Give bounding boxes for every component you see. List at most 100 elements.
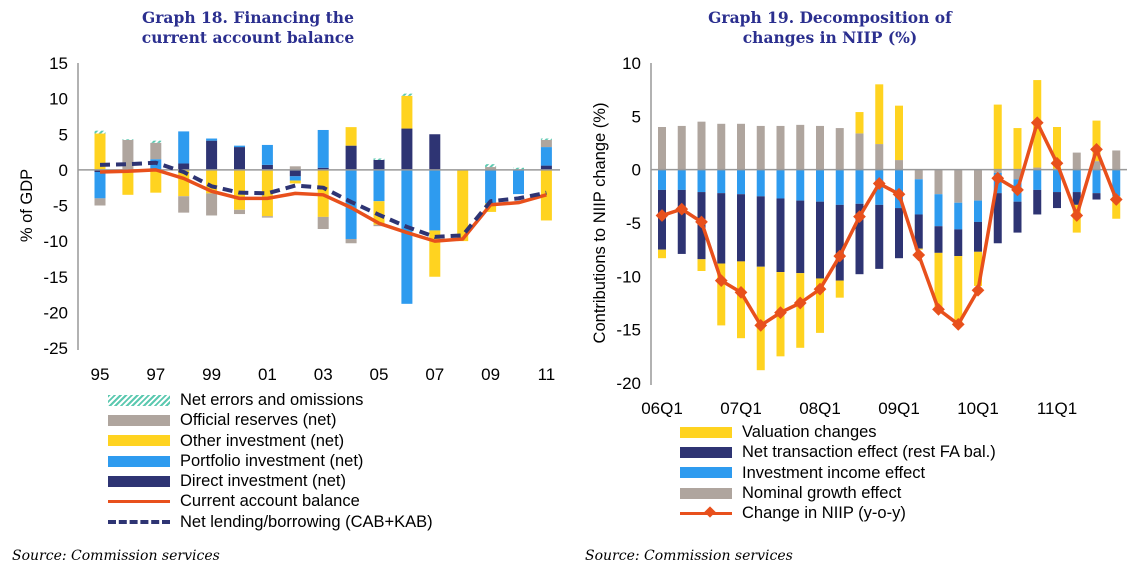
- bar-portfolio: [401, 169, 413, 304]
- bar-other: [816, 278, 824, 333]
- bar-direct: [1013, 201, 1022, 233]
- bar-direct: [776, 198, 785, 273]
- bar-other: [697, 259, 706, 271]
- bar-portfolio: [345, 169, 357, 239]
- bar-direct: [974, 221, 982, 252]
- legend-label: Net transaction effect (rest FA bal.): [742, 443, 996, 462]
- bar-reserves: [875, 144, 884, 170]
- bar-other: [717, 263, 726, 326]
- legend-swatch: [680, 446, 732, 458]
- bar-other: [401, 95, 413, 129]
- legend-swatch: [680, 487, 732, 499]
- legend-swatch: [680, 426, 732, 438]
- bar-reserves: [697, 121, 706, 170]
- bar-reserves: [816, 125, 824, 170]
- legend-item: Net errors and omissions: [108, 390, 433, 410]
- bar-direct: [1033, 189, 1042, 215]
- bar-direct: [717, 193, 726, 264]
- y-tick-label: -20: [616, 374, 641, 393]
- bar-portfolio: [1092, 169, 1101, 194]
- x-tick-label: 11: [538, 365, 556, 384]
- bar-other: [934, 252, 943, 310]
- bar-other: [206, 169, 218, 194]
- legend-label: Net lending/borrowing (CAB+KAB): [180, 512, 433, 531]
- bar-reserves: [776, 125, 785, 170]
- bar-reserves: [1072, 152, 1081, 170]
- y-axis-title: Contributions to NIIP change (%): [591, 103, 609, 344]
- bar-other: [178, 169, 190, 197]
- legend-swatch: [108, 394, 170, 406]
- bar-direct: [1053, 192, 1061, 209]
- bar-portfolio: [697, 169, 706, 193]
- line-cab: [99, 168, 547, 243]
- bar-portfolio: [289, 176, 301, 181]
- y-tick-label: -5: [53, 197, 68, 216]
- bar-other: [756, 266, 765, 371]
- bar-other: [457, 169, 469, 242]
- bar-reserves: [658, 127, 666, 170]
- legend-label: Official reserves (net): [180, 411, 337, 430]
- legend-label: Net errors and omissions: [180, 391, 364, 409]
- legend-item: Direct investment (net): [108, 471, 433, 491]
- bar-reserves: [122, 139, 134, 170]
- bar-portfolio: [914, 179, 923, 215]
- chart-title-right: Graph 19. Decomposition of changes in NI…: [708, 8, 952, 47]
- bar-errors: [122, 139, 134, 140]
- bar-reserves: [756, 125, 765, 170]
- y-tick-label: -25: [43, 339, 68, 358]
- x-tick-label: 07Q1: [720, 399, 762, 418]
- bar-portfolio: [540, 147, 552, 166]
- x-tick-label: 05: [370, 365, 389, 384]
- x-tick-label: 09: [481, 365, 500, 384]
- bar-other: [150, 169, 162, 193]
- legend-label: Other investment (net): [180, 431, 345, 450]
- legend-label: Investment income effect: [742, 463, 926, 482]
- x-tick-label: 06Q1: [641, 399, 683, 418]
- bar-direct: [756, 196, 765, 267]
- bar-other: [94, 133, 106, 170]
- legend-item: Official reserves (net): [108, 410, 433, 430]
- bar-portfolio: [513, 169, 524, 195]
- legend-label: Current account balance: [180, 492, 360, 511]
- legend-label: Valuation changes: [742, 423, 877, 441]
- y-tick-label: 5: [59, 125, 68, 144]
- y-axis-title: % of GDP: [18, 169, 36, 242]
- bar-errors: [401, 93, 413, 96]
- bar-reserves: [94, 198, 106, 206]
- bar-reserves: [206, 193, 218, 216]
- y-tick-label: -15: [43, 268, 68, 287]
- bar-other: [835, 280, 844, 298]
- y-tick-label: 15: [49, 54, 68, 73]
- legend-item: Nominal growth effect: [680, 483, 996, 503]
- bar-direct: [1092, 193, 1101, 200]
- bar-portfolio: [317, 129, 329, 168]
- bar-portfolio: [1072, 169, 1081, 193]
- bar-portfolio: [429, 169, 441, 231]
- legend-item: Investment income effect: [680, 463, 996, 483]
- bar-direct: [954, 229, 963, 257]
- diamond-marker-icon: [704, 506, 716, 518]
- bar-portfolio: [796, 169, 805, 201]
- line-marker: [1070, 209, 1084, 222]
- y-tick-label: -20: [43, 303, 68, 322]
- bar-other: [1112, 196, 1121, 219]
- bar-portfolio: [485, 169, 497, 204]
- bar-other: [429, 230, 441, 277]
- bar-portfolio: [373, 169, 385, 202]
- line-marker: [1109, 193, 1123, 206]
- bar-reserves: [317, 216, 329, 230]
- bar-portfolio: [1033, 169, 1042, 190]
- bar-reserves: [373, 224, 385, 227]
- bar-reserves: [974, 169, 982, 201]
- bar-portfolio: [1112, 169, 1121, 197]
- bar-portfolio: [206, 138, 218, 141]
- bar-portfolio: [816, 169, 824, 202]
- legend-swatch: [108, 455, 170, 467]
- bar-direct: [178, 163, 190, 170]
- line-marker: [1030, 116, 1044, 130]
- bar-errors: [150, 140, 162, 143]
- bar-reserves: [954, 169, 963, 203]
- bar-portfolio: [234, 145, 245, 148]
- bar-direct: [737, 194, 745, 262]
